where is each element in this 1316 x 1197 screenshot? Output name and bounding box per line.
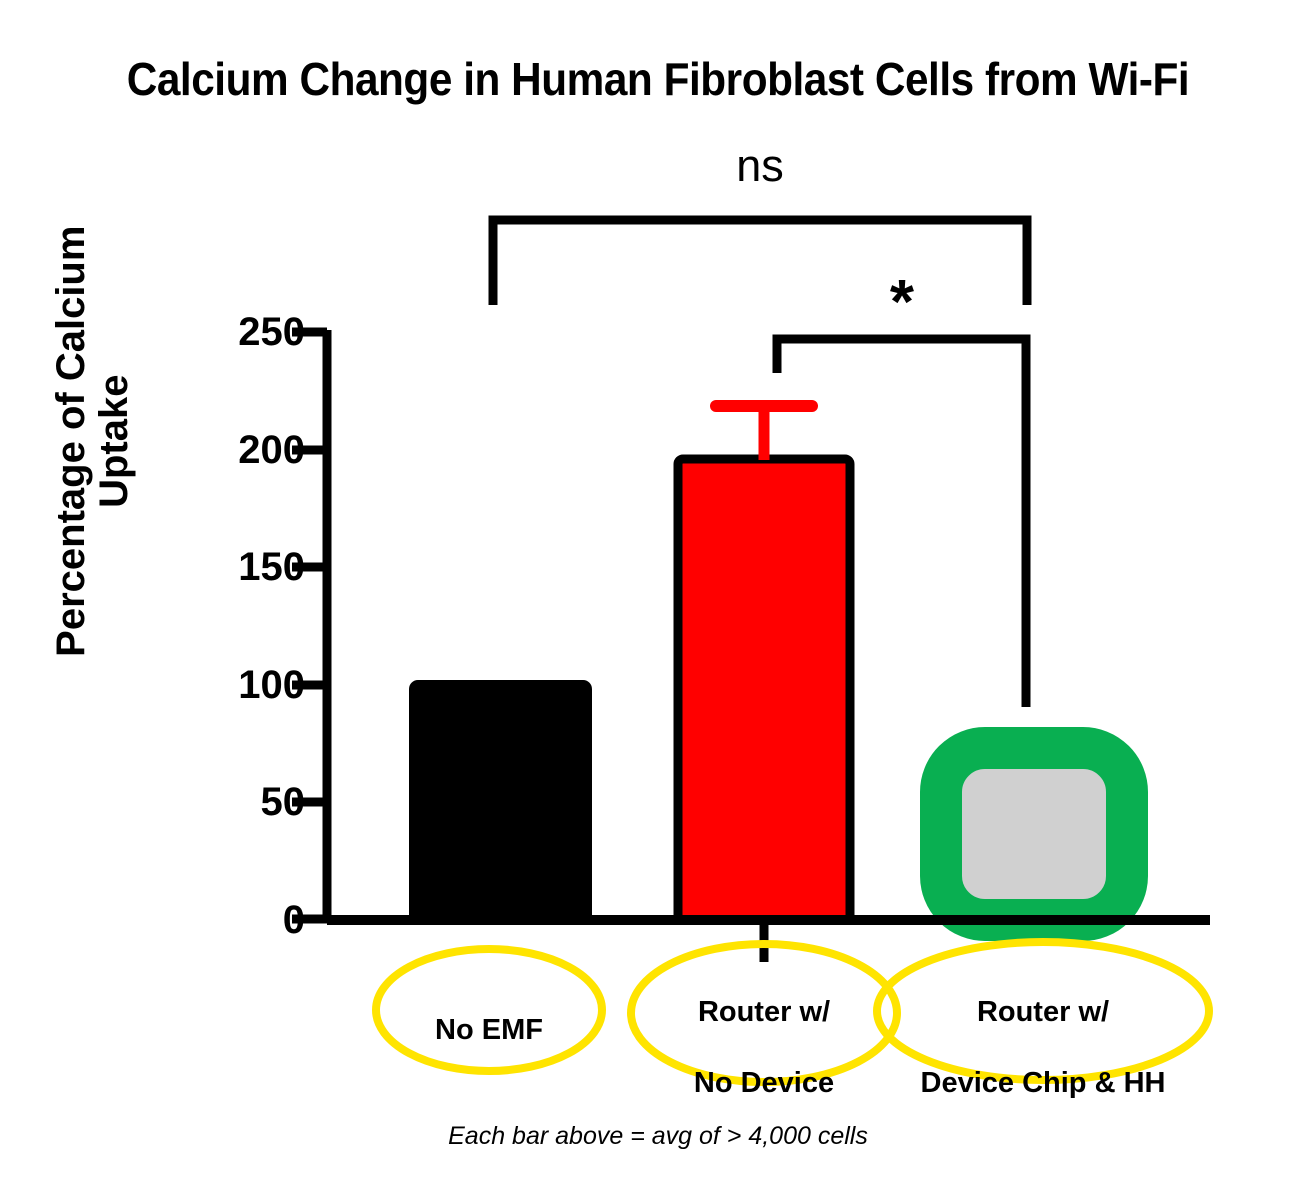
x-category-router-no-device-line2: No Device — [693, 1067, 835, 1100]
y-tick-100: 100 — [238, 663, 305, 707]
y-tick-200: 200 — [238, 428, 305, 472]
x-category-router-device-chip-line2: Device Chip & HH — [920, 1067, 1166, 1100]
bar-router-no-device — [673, 400, 855, 925]
bar-no-emf — [409, 680, 592, 924]
device-chip-green-square-icon — [920, 727, 1148, 941]
chart-title: Calcium Change in Human Fibroblast Cells… — [126, 53, 1190, 105]
x-axis — [327, 915, 1210, 962]
x-category-label-no-emf: No EMF — [369, 978, 609, 1049]
y-tick-50: 50 — [260, 780, 306, 824]
error-bar-router-no-device — [710, 400, 818, 460]
x-category-router-no-device-line1: Router w/ — [697, 996, 831, 1029]
y-tick-0: 0 — [282, 898, 305, 942]
x-category-label-router-device-chip: Router w/ Device Chip & HH — [888, 960, 1198, 1102]
x-category-no-emf-line1: No EMF — [435, 1014, 543, 1047]
bar-router-device-chip — [920, 727, 1148, 941]
y-tick-250: 250 — [238, 310, 305, 354]
x-category-label-router-no-device: Router w/ No Device — [634, 960, 894, 1102]
y-axis-title-line2: Uptake — [92, 374, 136, 508]
significance-label-ns: ns — [736, 140, 784, 191]
y-axis-title: Percentage of Calcium Uptake — [48, 136, 136, 746]
chart-footnote: Each bar above = avg of > 4,000 cells — [448, 1122, 868, 1150]
y-axis-title-line1: Percentage of Calcium — [48, 225, 93, 657]
x-category-router-device-chip-line1: Router w/ — [976, 996, 1110, 1029]
y-axis — [292, 327, 332, 924]
y-tick-150: 150 — [238, 545, 305, 589]
significance-label-star: * — [889, 268, 915, 337]
significance-bracket-star — [772, 334, 1031, 707]
